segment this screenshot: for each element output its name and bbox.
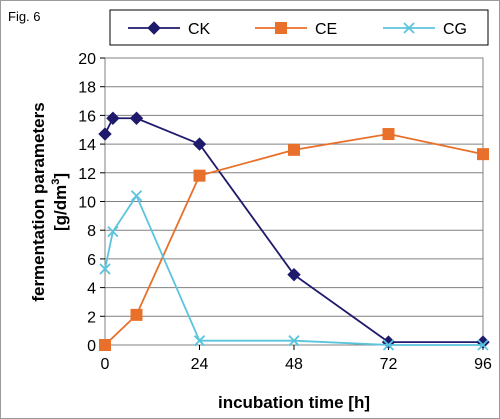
legend-item-ck: CK [128, 21, 211, 38]
y-axis-title-unit-prefix: [g/dm [51, 185, 70, 231]
series-cg-point-4 [288, 335, 300, 347]
legend-item-cg: CG [383, 21, 467, 38]
x-tick-label-96: 96 [474, 356, 492, 373]
y-tick-label-14: 14 [78, 137, 96, 154]
legend-label-ck: CK [188, 21, 211, 38]
legend-swatch-marker-cg [403, 22, 415, 34]
y-axis-title-line1: fermentation parameters [29, 102, 48, 301]
y-tick-label-8: 8 [87, 223, 96, 240]
series-ck-point-3 [192, 137, 207, 151]
series-cg-point-1 [107, 225, 119, 238]
figure-label: Fig. 6 [8, 9, 41, 24]
gridlines [105, 86, 483, 317]
series-cg-point-1-stroke-b [107, 225, 119, 238]
y-tick-label-16: 16 [78, 108, 96, 125]
series-cg-point-0-stroke-b [99, 263, 111, 275]
series-cg-point-3-stroke-b [193, 335, 206, 347]
series-cg-point-3 [193, 335, 206, 347]
series-cg-point-0 [99, 263, 111, 275]
legend-item-ce: CE [255, 21, 337, 38]
series-ce-point-0 [99, 339, 111, 351]
legend-swatch-marker-cg-stroke-b [403, 22, 415, 34]
series-ce-point-3 [288, 143, 300, 156]
y-tick-label-12: 12 [78, 166, 96, 183]
y-tick-label-2: 2 [87, 309, 96, 326]
series-ce-point-2 [193, 169, 206, 182]
series-ce-point-5 [477, 148, 489, 161]
y-tick-label-10: 10 [78, 195, 96, 212]
x-tick-label-48: 48 [285, 356, 303, 373]
series-cg [99, 190, 489, 351]
series-ck-point-4 [287, 267, 301, 282]
legend-label-ce: CE [315, 21, 337, 38]
series-ck-point-0 [98, 127, 112, 141]
series-cg-point-5 [382, 339, 395, 351]
y-tick-label-0: 0 [87, 338, 96, 355]
y-axis-title-unit-suffix: ] [51, 173, 70, 179]
series-ck-point-1 [106, 111, 120, 125]
y-tick-label-6: 6 [87, 252, 96, 269]
x-axis-title: incubation time [h] [218, 393, 370, 412]
series-cg-point-2 [130, 190, 143, 202]
x-tick-label-0: 0 [101, 356, 110, 373]
series-layer [98, 111, 490, 351]
series-cg-point-6 [477, 339, 489, 351]
series-ce [99, 128, 489, 351]
y-tick-label-18: 18 [78, 80, 96, 97]
legend: CK CE CG [109, 9, 489, 46]
series-ck-point-2 [129, 111, 144, 125]
legend-label-cg: CG [443, 21, 467, 38]
y-tick-label-20: 20 [78, 51, 96, 68]
series-ce-point-4 [382, 128, 395, 141]
y-axis-title-line2: [g/dm3] [50, 173, 70, 231]
y-axis-title-unit-superscript: 3 [50, 179, 62, 185]
y-axis-title: fermentation parameters [g/dm3] [29, 102, 70, 301]
y-tick-label-4: 4 [87, 281, 96, 298]
legend-swatch-marker-ck [147, 21, 161, 35]
legend-swatch-marker-ce [275, 22, 287, 34]
series-cg-point-6-stroke-b [477, 339, 489, 351]
series-cg-point-5-stroke-b [382, 339, 395, 351]
series-cg-point-4-stroke-b [288, 335, 300, 347]
x-tick-label-72: 72 [380, 356, 398, 373]
x-axis-ticks: 0 24 48 72 96 [101, 345, 492, 373]
x-tick-label-24: 24 [191, 356, 209, 373]
series-ck [98, 111, 490, 349]
series-ce-point-1 [130, 308, 143, 321]
y-axis-ticks: 0 2 4 6 8 10 12 14 16 18 20 [78, 51, 105, 355]
series-cg-point-2-stroke-b [130, 190, 143, 202]
